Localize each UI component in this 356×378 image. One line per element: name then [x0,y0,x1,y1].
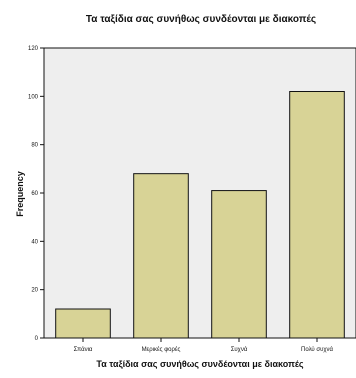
y-tick-label: 120 [28,46,39,52]
y-axis-ticks: 0 20 40 60 80 100 120 [28,46,44,342]
y-tick-label: 20 [31,288,38,294]
bar-2 [211,190,267,339]
bar-1 [133,173,189,339]
x-axis-label: Τα ταξίδια σας συνήθως συνδέονται με δια… [96,359,303,369]
bar-0 [55,308,111,339]
y-tick-label: 80 [31,143,38,149]
bars-group [55,91,345,339]
chart-title: Τα ταξίδια σας συνήθως συνδέονται με δια… [86,14,316,25]
y-axis-label: Frequency [15,171,25,217]
y-tick-label: 0 [35,336,39,342]
x-axis-categories: Σπάνια Μερικές φορές Συχνά Πολύ συχνά [74,338,334,353]
x-category-label: Σπάνια [74,346,93,353]
x-category-label: Πολύ συχνά [301,346,333,353]
y-tick-label: 100 [28,94,39,100]
y-tick-label: 40 [31,239,38,245]
x-category-label: Μερικές φορές [142,346,181,353]
y-tick-label: 60 [31,191,38,197]
bar-3 [289,91,345,339]
x-category-label: Συχνά [231,346,248,353]
